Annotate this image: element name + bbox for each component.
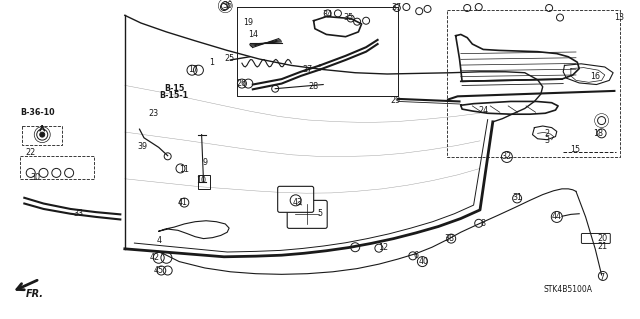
Text: 8: 8 <box>481 219 486 228</box>
Text: 3: 3 <box>545 136 550 145</box>
Text: FR.: FR. <box>26 289 44 299</box>
Text: 1: 1 <box>209 58 214 67</box>
Text: 6: 6 <box>413 251 419 260</box>
FancyBboxPatch shape <box>278 186 314 212</box>
Text: 25: 25 <box>224 54 234 63</box>
FancyBboxPatch shape <box>581 234 611 243</box>
Text: 30: 30 <box>30 173 40 182</box>
Text: 11: 11 <box>179 165 189 174</box>
Text: 36: 36 <box>222 1 232 10</box>
Text: 2: 2 <box>545 130 550 138</box>
Text: 22: 22 <box>26 148 36 157</box>
Text: 24: 24 <box>478 106 488 115</box>
Text: 21: 21 <box>598 242 608 251</box>
Text: 39: 39 <box>137 142 147 151</box>
Text: 37: 37 <box>392 3 402 11</box>
FancyBboxPatch shape <box>287 200 327 228</box>
Text: 41: 41 <box>177 198 188 207</box>
Text: B-15-1: B-15-1 <box>159 91 189 100</box>
Text: STK4B5100A: STK4B5100A <box>544 285 593 294</box>
Text: 5: 5 <box>317 209 323 218</box>
Text: 10: 10 <box>196 176 207 185</box>
Text: 33: 33 <box>73 209 83 218</box>
Text: 19: 19 <box>243 18 253 27</box>
Text: B-36-10: B-36-10 <box>20 108 54 117</box>
Text: 26: 26 <box>237 79 247 88</box>
Text: 4: 4 <box>156 236 161 245</box>
Text: 34: 34 <box>323 10 333 19</box>
Text: 44: 44 <box>552 212 562 221</box>
Bar <box>198 175 210 189</box>
FancyBboxPatch shape <box>20 156 94 179</box>
FancyBboxPatch shape <box>22 126 62 145</box>
Text: B-15: B-15 <box>164 84 184 93</box>
Text: 14: 14 <box>248 30 258 39</box>
Text: 16: 16 <box>590 72 600 81</box>
Text: 38: 38 <box>444 234 454 243</box>
Text: 43: 43 <box>292 198 303 207</box>
Text: 7: 7 <box>599 273 604 282</box>
Text: 17: 17 <box>188 65 198 74</box>
Text: 9: 9 <box>202 158 207 167</box>
Circle shape <box>40 132 45 137</box>
Text: 42: 42 <box>150 253 160 262</box>
Text: 27: 27 <box>302 65 312 74</box>
Text: 12: 12 <box>378 243 388 252</box>
Text: 20: 20 <box>598 234 608 243</box>
Text: 35: 35 <box>344 13 354 22</box>
Text: 13: 13 <box>614 13 624 22</box>
Text: 40: 40 <box>419 257 429 266</box>
Text: 31: 31 <box>512 193 522 202</box>
Text: 23: 23 <box>148 109 159 118</box>
Text: 32: 32 <box>502 152 512 161</box>
Text: 45: 45 <box>154 266 164 275</box>
Text: 18: 18 <box>593 130 604 138</box>
Text: 28: 28 <box>308 82 319 91</box>
Text: 29: 29 <box>390 96 401 105</box>
Text: 15: 15 <box>570 145 580 154</box>
